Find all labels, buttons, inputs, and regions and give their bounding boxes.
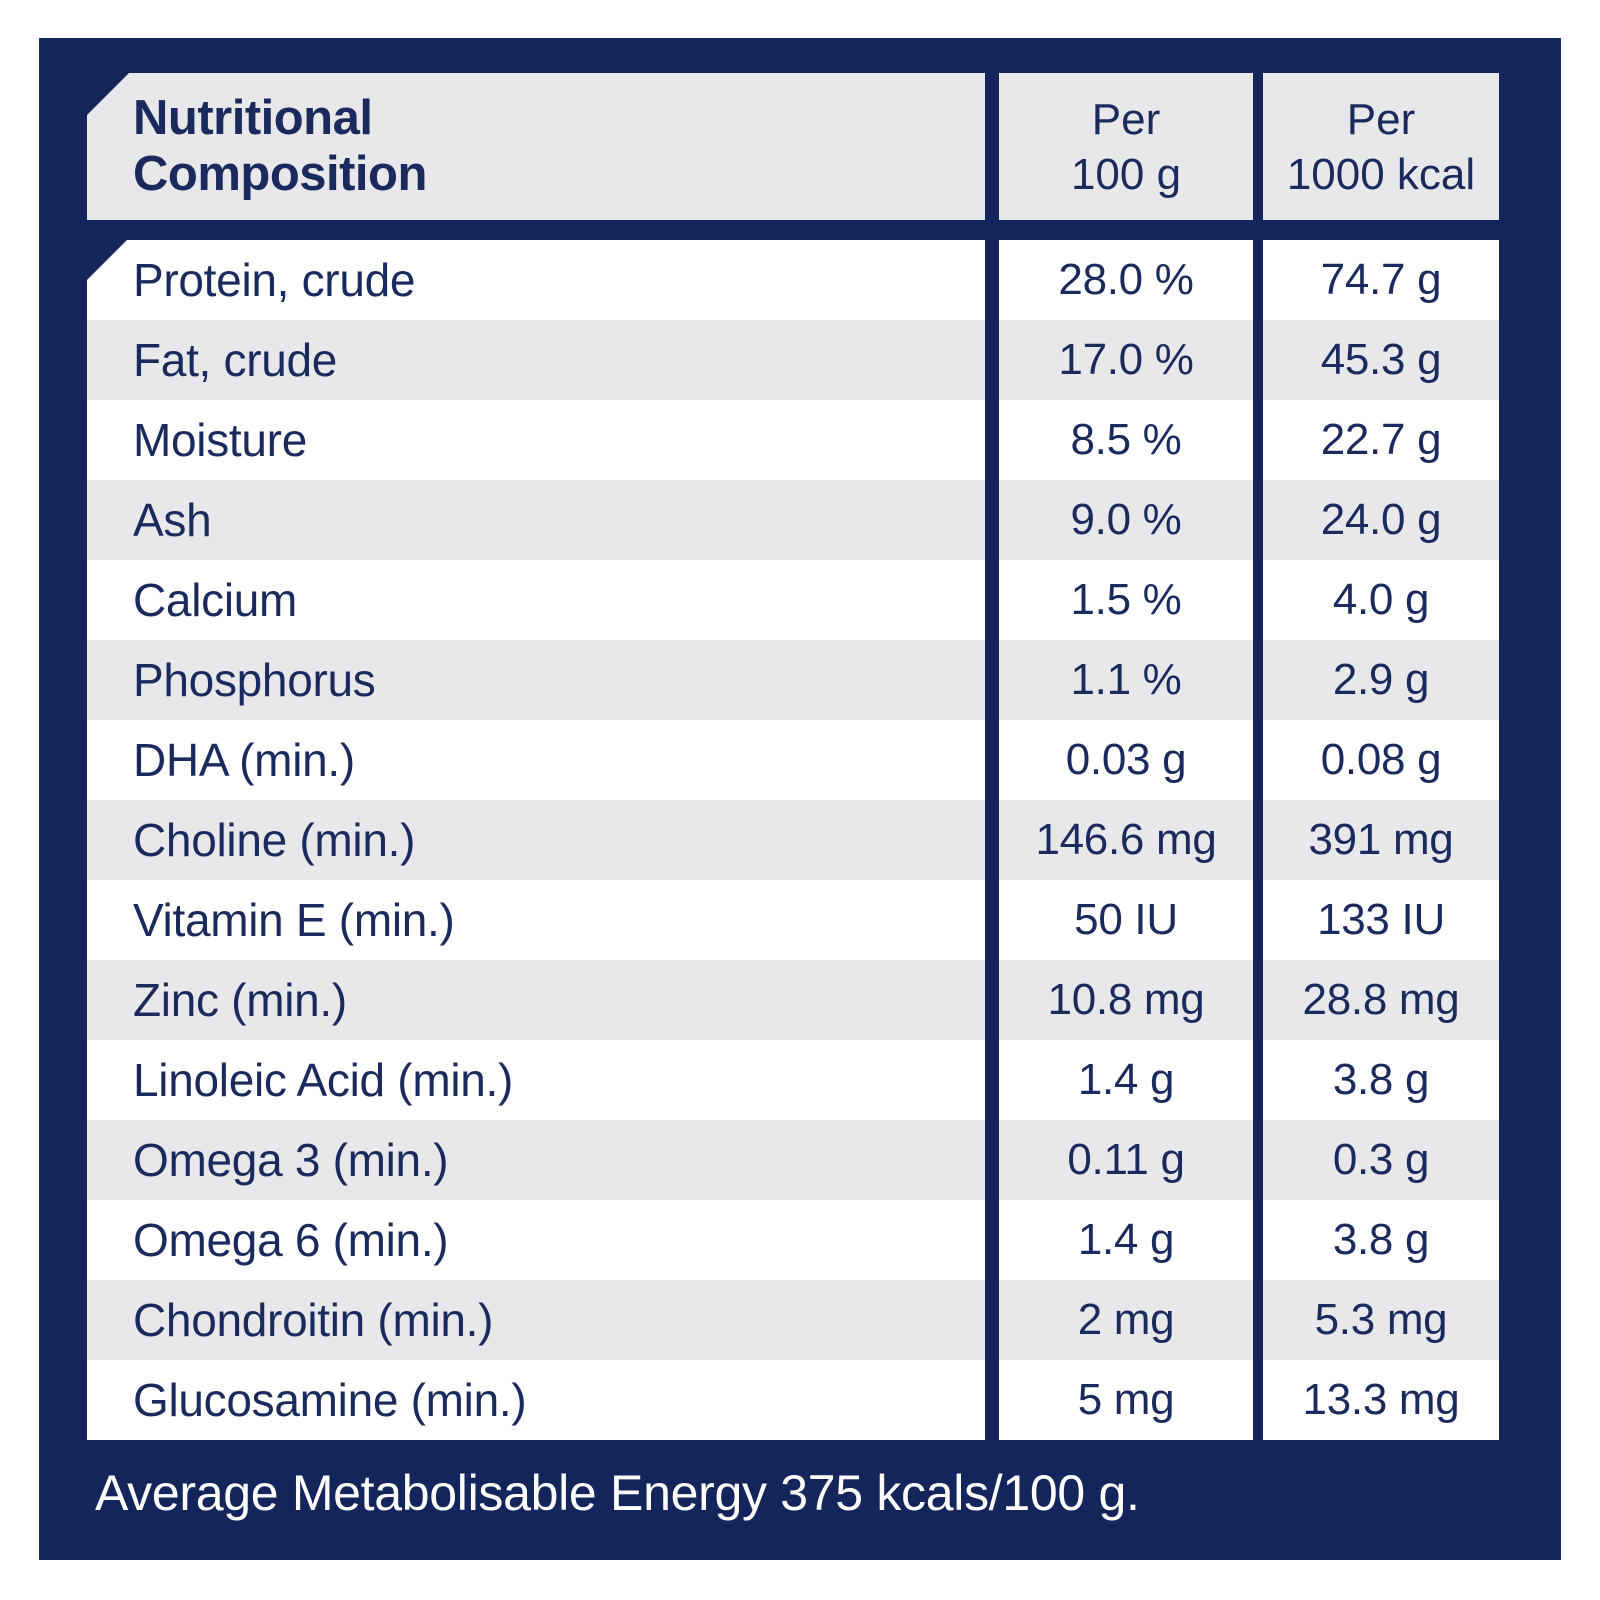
- per-100g-value: 9.0 %: [999, 480, 1253, 560]
- table-row: Chondroitin (min.) 2 mg 5.3 mg: [87, 1280, 1499, 1360]
- per-100g-value: 50 IU: [999, 880, 1253, 960]
- table-row: DHA (min.) 0.03 g 0.08 g: [87, 720, 1499, 800]
- nutrient-label: Ash: [87, 480, 985, 560]
- per-100g-value: 5 mg: [999, 1360, 1253, 1440]
- nutrient-label: Phosphorus: [87, 640, 985, 720]
- table-body: Protein, crude 28.0 % 74.7 g Fat, crude …: [87, 240, 1499, 1440]
- header-col-per-1000kcal: Per 1000 kcal: [1263, 73, 1499, 220]
- nutrient-label: Omega 6 (min.): [87, 1200, 985, 1280]
- per-1000kcal-value: 0.08 g: [1263, 720, 1499, 800]
- per-1000kcal-value: 4.0 g: [1263, 560, 1499, 640]
- nutrient-label: Omega 3 (min.): [87, 1120, 985, 1200]
- nutrient-label: Protein, crude: [87, 240, 985, 320]
- per-100g-value: 1.5 %: [999, 560, 1253, 640]
- per-100g-value: 17.0 %: [999, 320, 1253, 400]
- per-100g-value: 2 mg: [999, 1280, 1253, 1360]
- table-row: Phosphorus 1.1 % 2.9 g: [87, 640, 1499, 720]
- per-1000kcal-value: 13.3 mg: [1263, 1360, 1499, 1440]
- per-1000kcal-value: 28.8 mg: [1263, 960, 1499, 1040]
- table-row: Moisture 8.5 % 22.7 g: [87, 400, 1499, 480]
- table-row: Protein, crude 28.0 % 74.7 g: [87, 240, 1499, 320]
- table-row: Fat, crude 17.0 % 45.3 g: [87, 320, 1499, 400]
- table-row: Omega 3 (min.) 0.11 g 0.3 g: [87, 1120, 1499, 1200]
- header-col-per-100g: Per 100 g: [999, 73, 1253, 220]
- per-100g-value: 1.1 %: [999, 640, 1253, 720]
- per-100g-value: 0.11 g: [999, 1120, 1253, 1200]
- per-1000kcal-value: 74.7 g: [1263, 240, 1499, 320]
- nutrient-label: Chondroitin (min.): [87, 1280, 985, 1360]
- per-100g-value: 10.8 mg: [999, 960, 1253, 1040]
- per-100g-value: 1.4 g: [999, 1040, 1253, 1120]
- table-row: Calcium 1.5 % 4.0 g: [87, 560, 1499, 640]
- per-1000kcal-value: 0.3 g: [1263, 1120, 1499, 1200]
- nutrient-label: Zinc (min.): [87, 960, 985, 1040]
- nutrient-label: Vitamin E (min.): [87, 880, 985, 960]
- nutrient-label: Choline (min.): [87, 800, 985, 880]
- nutrient-label: Linoleic Acid (min.): [87, 1040, 985, 1120]
- per-1000kcal-value: 3.8 g: [1263, 1040, 1499, 1120]
- nutrition-panel: Nutritional Composition Per 100 g Per 10…: [39, 38, 1561, 1560]
- per-1000kcal-value: 391 mg: [1263, 800, 1499, 880]
- nutrient-label: DHA (min.): [87, 720, 985, 800]
- energy-statement: Average Metabolisable Energy 375 kcals/1…: [95, 1465, 1140, 1521]
- nutrient-label: Calcium: [87, 560, 985, 640]
- per-1000kcal-value: 133 IU: [1263, 880, 1499, 960]
- table-row: Zinc (min.) 10.8 mg 28.8 mg: [87, 960, 1499, 1040]
- table-row: Ash 9.0 % 24.0 g: [87, 480, 1499, 560]
- per-100g-value: 146.6 mg: [999, 800, 1253, 880]
- per-1000kcal-value: 24.0 g: [1263, 480, 1499, 560]
- nutrient-label: Moisture: [87, 400, 985, 480]
- per-1000kcal-value: 22.7 g: [1263, 400, 1499, 480]
- table-row: Vitamin E (min.) 50 IU 133 IU: [87, 880, 1499, 960]
- table-row: Glucosamine (min.) 5 mg 13.3 mg: [87, 1360, 1499, 1440]
- nutrition-table: Nutritional Composition Per 100 g Per 10…: [87, 73, 1499, 1440]
- nutrient-label: Fat, crude: [87, 320, 985, 400]
- per-1000kcal-value: 45.3 g: [1263, 320, 1499, 400]
- per-1000kcal-value: 3.8 g: [1263, 1200, 1499, 1280]
- table-row: Linoleic Acid (min.) 1.4 g 3.8 g: [87, 1040, 1499, 1120]
- per-100g-value: 1.4 g: [999, 1200, 1253, 1280]
- header-title: Nutritional Composition: [87, 73, 985, 220]
- per-100g-value: 0.03 g: [999, 720, 1253, 800]
- table-row: Choline (min.) 146.6 mg 391 mg: [87, 800, 1499, 880]
- per-1000kcal-value: 2.9 g: [1263, 640, 1499, 720]
- per-1000kcal-value: 5.3 mg: [1263, 1280, 1499, 1360]
- table-row: Omega 6 (min.) 1.4 g 3.8 g: [87, 1200, 1499, 1280]
- per-100g-value: 28.0 %: [999, 240, 1253, 320]
- per-100g-value: 8.5 %: [999, 400, 1253, 480]
- nutrient-label: Glucosamine (min.): [87, 1360, 985, 1440]
- table-header: Nutritional Composition Per 100 g Per 10…: [87, 73, 1499, 220]
